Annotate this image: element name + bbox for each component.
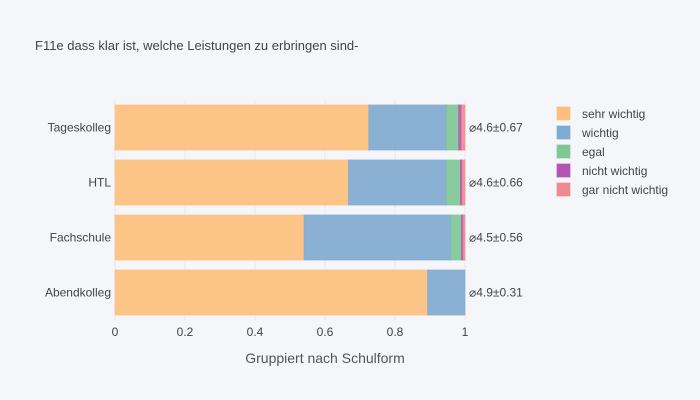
y-tick-label: Abendkolleg [45,286,111,300]
legend-swatch[interactable] [556,106,571,121]
chart-title: F11e dass klar ist, welche Leistungen zu… [35,38,359,53]
y-axis-ticks: Tageskolleg HTL Fachschule Abendkolleg [45,121,111,300]
x-tick-label: 0.2 [177,325,194,339]
bar-segment[interactable] [114,104,370,151]
bar-segment[interactable] [368,104,447,151]
x-tick-label: 1 [462,325,469,339]
bar-segment[interactable] [427,269,466,316]
x-tick-label: 0 [112,325,119,339]
legend-swatch[interactable] [556,125,571,140]
x-tick-label: 0.4 [247,325,264,339]
bar-segment[interactable] [347,159,447,206]
x-axis-title: Gruppiert nach Schulform [245,350,405,366]
legend-label[interactable]: nicht wichtig [582,164,647,178]
y-tick-label: HTL [88,176,111,190]
legend-label[interactable]: wichtig [581,126,619,140]
bar-segment[interactable] [114,269,429,316]
annotations: ⌀4.6±0.67 ⌀4.6±0.66 ⌀4.5±0.56 ⌀4.9±0.31 [469,121,523,300]
bar-segment[interactable] [450,214,462,261]
legend-label[interactable]: gar nicht wichtig [582,183,668,197]
legend-label[interactable]: egal [582,145,605,159]
x-tick-label: 0.6 [317,325,334,339]
x-tick-label: 0.8 [387,325,404,339]
x-axis-ticks: 0 0.2 0.4 0.6 0.8 1 [112,325,469,339]
legend-swatch[interactable] [556,144,571,159]
bar-segment[interactable] [114,159,349,206]
bar-segment[interactable] [303,214,452,261]
bar-segment[interactable] [461,159,466,206]
mean-annotation: ⌀4.9±0.31 [469,286,523,300]
legend-swatch[interactable] [556,182,571,197]
mean-annotation: ⌀4.5±0.56 [469,231,523,245]
bar-segment[interactable] [445,104,460,151]
legend[interactable]: sehr wichtig wichtig egal nicht wichtig gar … [556,106,668,197]
bars [114,104,466,316]
legend-label[interactable]: sehr wichtig [582,107,645,121]
legend-swatch[interactable] [556,163,571,178]
bar-segment[interactable] [462,214,466,261]
y-tick-label: Tageskolleg [48,121,111,135]
bar-segment[interactable] [461,104,466,151]
y-tick-label: Fachschule [50,231,112,245]
bar-segment[interactable] [445,159,461,206]
mean-annotation: ⌀4.6±0.66 [469,176,523,190]
mean-annotation: ⌀4.6±0.67 [469,121,523,135]
bar-segment[interactable] [114,214,305,261]
